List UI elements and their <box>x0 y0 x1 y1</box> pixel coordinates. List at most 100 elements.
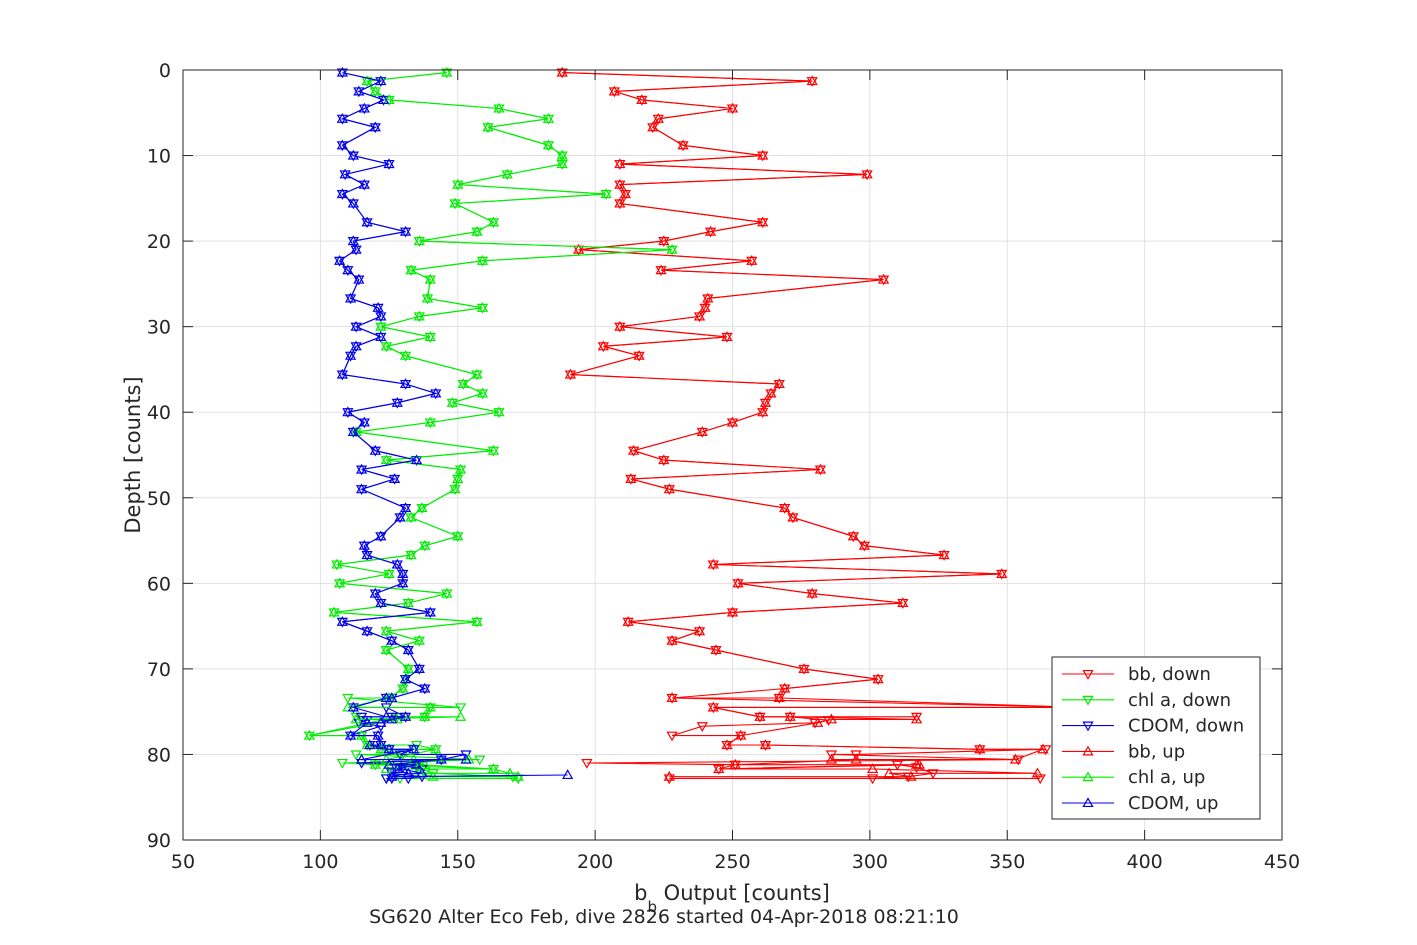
data-point <box>913 758 925 769</box>
data-point <box>726 102 739 113</box>
data-point <box>759 739 772 750</box>
data-point <box>364 739 376 750</box>
data-point <box>779 502 791 513</box>
data-point <box>380 753 392 764</box>
data-point <box>394 750 406 761</box>
data-point <box>757 149 769 160</box>
data-point <box>897 597 909 608</box>
data-point <box>600 188 612 199</box>
data-point <box>619 188 631 199</box>
data-point <box>399 710 412 721</box>
data-point <box>814 463 827 474</box>
legend-swatch-marker <box>1082 745 1094 756</box>
data-point <box>858 539 871 550</box>
x-tick-label: 350 <box>989 851 1025 873</box>
data-point <box>344 349 357 360</box>
data-point <box>910 713 923 724</box>
legend-swatch-marker <box>1082 695 1094 706</box>
data-point <box>562 769 574 780</box>
data-point <box>452 473 464 484</box>
data-point <box>542 112 555 123</box>
data-point <box>399 349 412 360</box>
x-tick-label: 150 <box>440 851 476 873</box>
x-tick-label: 200 <box>577 851 613 873</box>
data-point <box>399 502 412 513</box>
x-axis-label-rest: Output [counts] <box>657 881 830 905</box>
data-point <box>487 763 500 774</box>
data-point <box>556 149 568 160</box>
data-point <box>430 743 442 754</box>
data-point <box>347 701 359 712</box>
data-point <box>441 587 453 598</box>
data-point <box>344 729 357 740</box>
data-point <box>355 463 368 474</box>
data-point <box>556 66 568 77</box>
data-point <box>666 731 678 742</box>
data-point <box>542 139 555 150</box>
data-point <box>471 616 483 626</box>
data-point <box>303 729 316 740</box>
data-point <box>1037 743 1049 754</box>
data-point <box>663 483 675 494</box>
data-point <box>759 397 772 407</box>
data-point <box>336 616 348 626</box>
data-point <box>355 483 368 494</box>
data-point <box>380 710 392 721</box>
data-point <box>471 225 483 236</box>
series-layer <box>303 66 1090 785</box>
data-point <box>655 264 667 275</box>
data-point <box>386 769 398 780</box>
data-point <box>355 712 368 723</box>
data-point <box>784 710 796 721</box>
series-3 <box>556 66 1090 781</box>
data-point <box>452 178 464 189</box>
data-point <box>866 774 879 785</box>
data-point <box>726 416 739 427</box>
dive-info-footer: SG620 Alter Eco Feb, dive 2826 started 0… <box>369 906 959 928</box>
x-axis-label: bb Output [counts] <box>634 881 830 916</box>
data-point <box>905 770 917 781</box>
data-point <box>625 473 637 484</box>
data-point <box>380 340 392 351</box>
data-point <box>358 102 370 113</box>
data-point <box>702 292 714 303</box>
series-5 <box>333 66 574 781</box>
data-point <box>454 703 467 714</box>
x-tick-label: 450 <box>1264 851 1300 873</box>
data-point <box>806 75 818 86</box>
data-point <box>361 625 373 636</box>
x-tick-label: 250 <box>714 851 750 873</box>
data-point <box>872 673 884 684</box>
data-point <box>938 549 950 560</box>
data-point <box>399 378 412 389</box>
data-point <box>501 168 513 179</box>
data-point <box>380 454 392 465</box>
data-point <box>408 753 420 764</box>
data-point <box>372 729 384 740</box>
x-tick-label: 50 <box>171 851 195 873</box>
data-point <box>847 530 860 541</box>
data-point <box>386 774 398 785</box>
series-line <box>562 72 1085 778</box>
data-point <box>666 634 678 645</box>
y-tick-label: 40 <box>147 402 171 424</box>
data-point <box>449 197 461 208</box>
data-point <box>369 121 381 132</box>
data-point <box>487 216 500 227</box>
data-point <box>732 577 744 588</box>
data-point <box>707 558 719 569</box>
data-point <box>419 539 431 550</box>
data-point <box>512 770 524 781</box>
data-point <box>812 716 824 727</box>
data-point <box>383 158 395 169</box>
data-point <box>419 758 431 769</box>
data-point <box>614 158 626 169</box>
data-point <box>358 416 370 427</box>
data-point <box>405 549 417 560</box>
data-point <box>696 426 708 436</box>
data-point <box>380 644 392 655</box>
data-point <box>424 331 436 341</box>
data-point <box>647 121 659 132</box>
data-point <box>369 85 381 96</box>
data-point <box>787 511 799 522</box>
